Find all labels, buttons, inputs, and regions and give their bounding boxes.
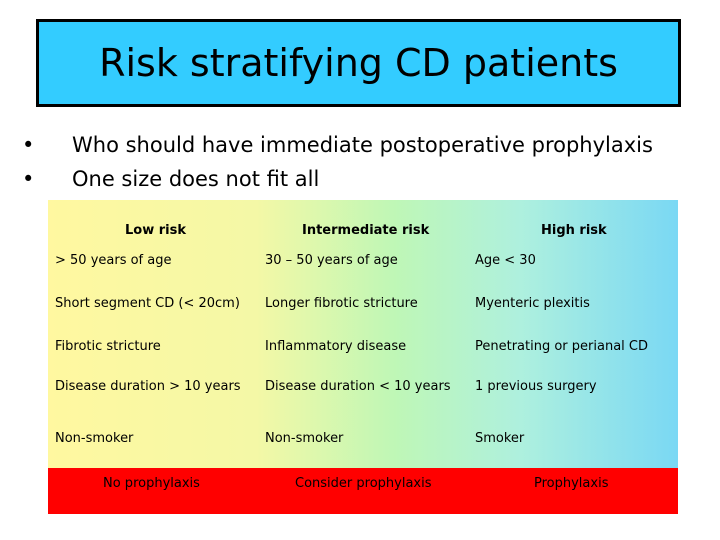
table-cell: Age < 30 — [475, 253, 536, 268]
bullet-item: • Who should have immediate postoperative… — [22, 128, 653, 162]
footer-prophylaxis: Prophylaxis — [534, 476, 609, 491]
table-cell: Penetrating or perianal CD — [475, 339, 648, 354]
table-cell: Non-smoker — [55, 431, 134, 446]
table-footer-bar — [48, 468, 678, 514]
table-cell: Non-smoker — [265, 431, 344, 446]
bullet-text: Who should have immediate postoperative … — [72, 133, 653, 157]
table-cell: Disease duration > 10 years — [55, 379, 241, 394]
risk-table — [48, 200, 678, 514]
bullet-dot-icon: • — [22, 167, 35, 191]
header-high-risk: High risk — [541, 223, 607, 238]
bullet-text: One size does not fit all — [72, 167, 320, 191]
table-cell: Disease duration < 10 years — [265, 379, 451, 394]
table-cell: Smoker — [475, 431, 525, 446]
slide-title: Risk stratifying CD patients — [99, 41, 618, 85]
table-cell: Myenteric plexitis — [475, 296, 590, 311]
bullet-list: • Who should have immediate postoperative… — [22, 128, 653, 196]
footer-consider-prophylaxis: Consider prophylaxis — [295, 476, 432, 491]
table-cell: Inflammatory disease — [265, 339, 407, 354]
footer-no-prophylaxis: No prophylaxis — [103, 476, 200, 491]
table-cell: 1 previous surgery — [475, 379, 597, 394]
table-cell: > 50 years of age — [55, 253, 172, 268]
bullet-dot-icon: • — [22, 133, 35, 157]
bullet-item: • One size does not fit all — [22, 162, 653, 196]
table-cell: Longer fibrotic stricture — [265, 296, 418, 311]
table-cell: Fibrotic stricture — [55, 339, 161, 354]
header-intermediate-risk: Intermediate risk — [302, 223, 430, 238]
header-low-risk: Low risk — [125, 223, 187, 238]
table-cell: 30 – 50 years of age — [265, 253, 398, 268]
title-box: Risk stratifying CD patients — [36, 19, 681, 107]
table-cell: Short segment CD (< 20cm) — [55, 296, 240, 311]
